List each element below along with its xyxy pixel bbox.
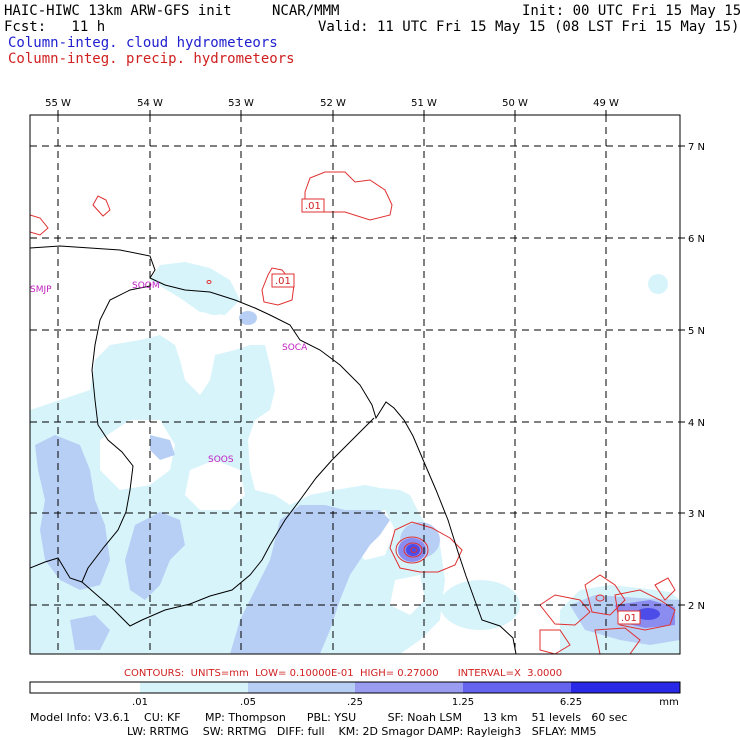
colorbar: .01 .05 .25 1.25 6.25 mm (29, 681, 681, 708)
model-info-line-2: LW: RRTMG SW: RRTMG DIFF: full KM: 2D Sm… (127, 725, 597, 738)
contour-label-1: .01 (305, 201, 321, 212)
colorbar-segment-2 (140, 682, 248, 693)
lat-label: 7 N (688, 142, 705, 153)
axis-ticks (57, 110, 685, 606)
colorbar-tick: .25 (347, 697, 363, 708)
lon-label: 51 W (411, 98, 437, 109)
lon-label: 49 W (593, 98, 619, 109)
station-soca: SOCA (282, 343, 308, 353)
model-title: HAIC-HIWC 13km ARW-GFS init (4, 3, 232, 19)
init-time: Init: 00 UTC Fri 15 May 15 (522, 3, 740, 19)
colorbar-unit: mm (659, 697, 678, 708)
contour-value-labels: .01 .01 .01 (271, 198, 641, 625)
lat-label: 2 N (688, 601, 705, 612)
lon-label: 52 W (320, 98, 346, 109)
colorbar-tick: 6.25 (560, 697, 582, 708)
latitude-labels: 7 N 6 N 5 N 4 N 3 N 2 N (688, 142, 705, 612)
coastline-borders (30, 245, 517, 654)
cloud-shading (30, 262, 680, 654)
colorbar-segment-1 (30, 682, 140, 693)
lat-label: 6 N (688, 234, 705, 245)
lon-label: 54 W (137, 98, 163, 109)
colorbar-segment-3 (248, 682, 355, 693)
field-precip-label: Column-integ. precip. hydrometeors (8, 51, 295, 67)
org-label: NCAR/MMM (272, 3, 340, 19)
colorbar-tick: .01 (132, 697, 148, 708)
station-labels: SMJP SOOM SOCA SOOS (30, 281, 308, 465)
colorbar-frame (29, 681, 681, 694)
field-cloud-label: Column-integ. cloud hydrometeors (8, 35, 278, 51)
colorbar-segment-4 (355, 682, 463, 693)
forecast-hour: Fcst: 11 h (4, 19, 106, 35)
lat-label: 5 N (688, 326, 705, 337)
contour-info: CONTOURS: UNITS=mm LOW= 0.10000E-01 HIGH… (124, 668, 562, 679)
contour-label-2: .01 (275, 276, 291, 287)
map-frame (29, 114, 681, 655)
colorbar-tick: 1.25 (452, 697, 474, 708)
station-soos: SOOS (208, 455, 234, 465)
colorbar-tick: .05 (240, 697, 256, 708)
colorbar-segment-5 (463, 682, 571, 693)
precip-contours (30, 171, 676, 654)
model-info-line-1: Model Info: V3.6.1 CU: KF MP: Thompson P… (30, 711, 628, 724)
colorbar-segment-6 (571, 682, 680, 693)
station-soom: SOOM (132, 281, 160, 291)
latlon-grid (30, 115, 680, 654)
station-smjp: SMJP (30, 285, 52, 295)
longitude-labels: 55 W 54 W 53 W 52 W 51 W 50 W 49 W (45, 98, 619, 109)
lat-label: 4 N (688, 418, 705, 429)
lon-label: 55 W (45, 98, 71, 109)
lon-label: 50 W (502, 98, 528, 109)
shading-level-4 (406, 544, 660, 620)
lat-label: 3 N (688, 509, 705, 520)
lon-label: 53 W (228, 98, 254, 109)
contour-label-3: .01 (621, 613, 637, 624)
valid-time: Valid: 11 UTC Fri 15 May 15 (08 LST Fri … (318, 19, 740, 35)
